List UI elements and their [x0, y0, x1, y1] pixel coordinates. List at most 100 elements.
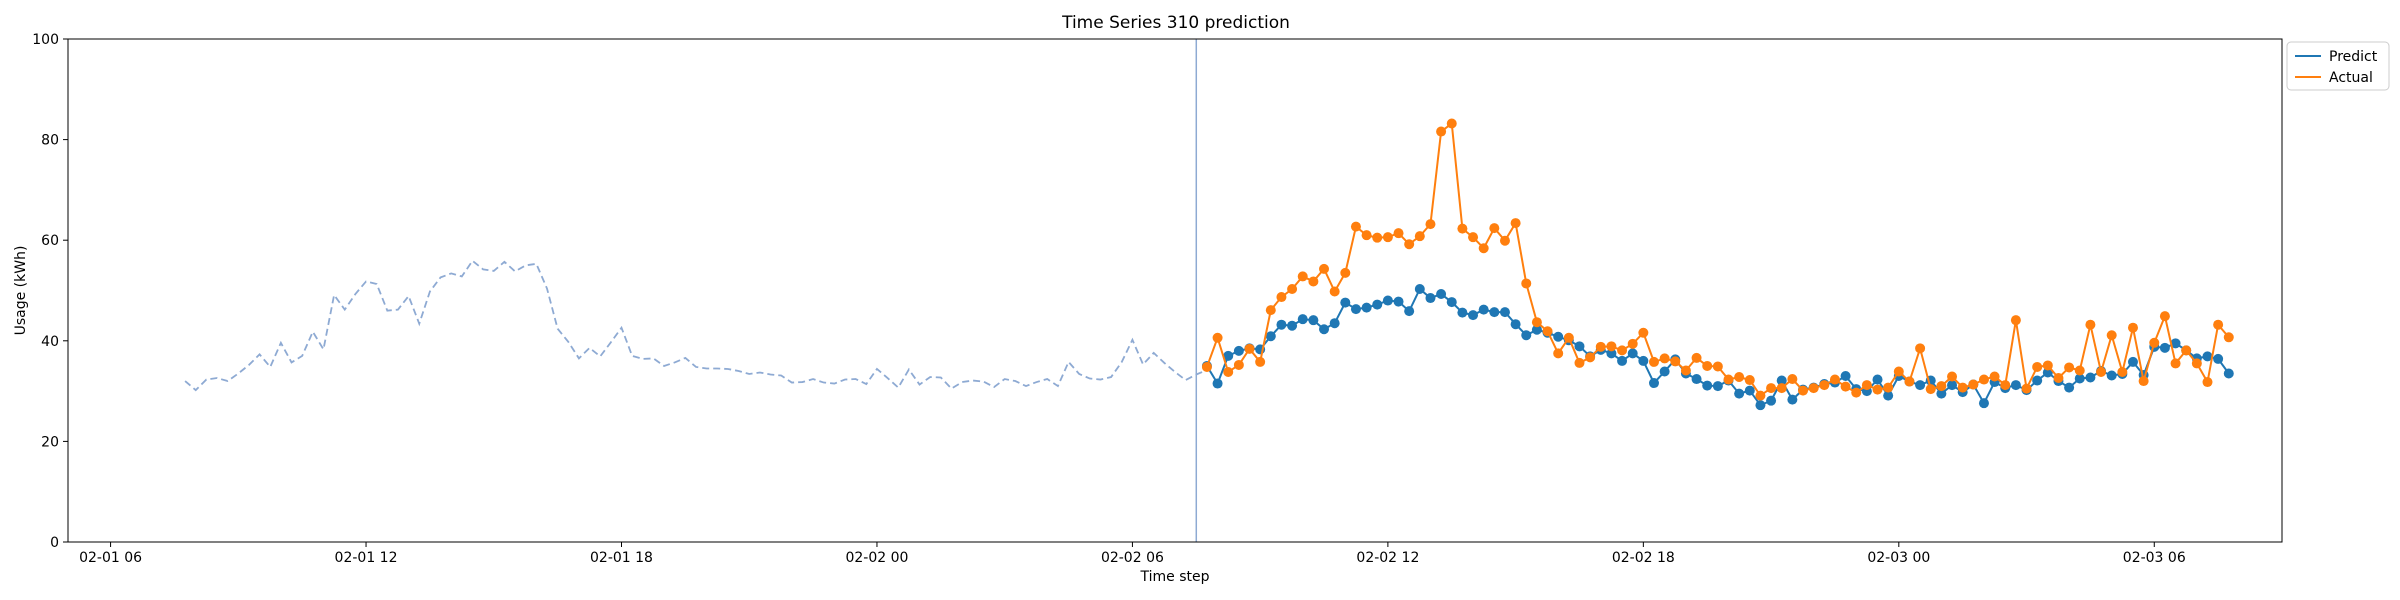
actual-point: [2213, 319, 2224, 330]
actual-point: [1468, 232, 1479, 243]
actual-point: [1648, 356, 1659, 367]
actual-point: [1542, 326, 1553, 337]
predict-point: [2170, 338, 2181, 349]
actual-point: [2127, 322, 2138, 333]
predict-point: [1287, 320, 1298, 331]
predict-point: [1787, 394, 1798, 405]
x-tick-label: 02-03 00: [1867, 550, 1930, 566]
predict-point: [1372, 299, 1383, 310]
predict-point: [1446, 297, 1457, 308]
predict-point: [2010, 380, 2021, 391]
predict-point: [1510, 319, 1521, 330]
actual-point: [1957, 382, 1968, 393]
predict-point: [1915, 380, 1926, 391]
predict-point: [1319, 324, 1330, 335]
predict-point: [1574, 341, 1585, 352]
actual-point: [2170, 358, 2181, 369]
actual-point: [1255, 356, 1266, 367]
x-tick-label: 02-02 18: [1612, 550, 1675, 566]
predict-point: [1414, 283, 1425, 294]
actual-point: [1425, 219, 1436, 230]
y-tick-label: 0: [50, 535, 59, 551]
actual-point: [1968, 379, 1979, 390]
x-tick-label: 02-01 18: [590, 550, 653, 566]
predict-point: [1276, 319, 1287, 330]
actual-point: [1265, 305, 1276, 316]
predict-point: [1734, 388, 1745, 399]
actual-point: [1478, 243, 1489, 254]
actual-point: [2053, 373, 2064, 384]
actual-point: [1893, 366, 1904, 377]
x-tick-label: 02-03 06: [2123, 550, 2186, 566]
actual-point: [2117, 366, 2128, 377]
predict-point: [2223, 368, 2234, 379]
predict-point: [1468, 310, 1479, 321]
actual-point: [1925, 384, 1936, 395]
actual-point: [2085, 319, 2096, 330]
actual-point: [1978, 374, 1989, 385]
actual-point: [1212, 332, 1223, 343]
actual-point: [1489, 223, 1500, 234]
predict-point: [2085, 372, 2096, 383]
actual-point: [1627, 338, 1638, 349]
actual-point: [2159, 311, 2170, 322]
predict-point: [1425, 293, 1436, 304]
actual-point: [2096, 366, 2107, 377]
predict-point: [1617, 355, 1628, 366]
predict-point: [1744, 385, 1755, 396]
predict-point: [2127, 356, 2138, 367]
predict-point: [1361, 302, 1372, 313]
actual-point: [1531, 317, 1542, 328]
actual-point: [1329, 286, 1340, 297]
predict-point: [1947, 380, 1958, 391]
actual-point: [1851, 387, 1862, 398]
actual-point: [2010, 315, 2021, 326]
actual-point: [1829, 374, 1840, 385]
actual-point: [1702, 360, 1713, 371]
plot-frame: [67, 38, 2283, 543]
x-tick-label: 02-02 12: [1356, 550, 1419, 566]
y-tick-label: 40: [41, 334, 59, 350]
x-tick-label: 02-01 12: [335, 550, 398, 566]
actual-point: [1585, 352, 1596, 363]
predict-point: [1308, 315, 1319, 326]
x-tick-label: 02-01 06: [79, 550, 142, 566]
y-tick-label: 60: [41, 233, 59, 249]
predict-point: [1457, 307, 1468, 318]
actual-line: [1205, 121, 2230, 398]
actual-point: [1723, 374, 1734, 385]
actual-point: [1840, 381, 1851, 392]
actual-point: [1350, 221, 1361, 232]
actual-point: [2138, 376, 2149, 387]
predict-point: [1233, 345, 1244, 356]
actual-point: [1787, 374, 1798, 385]
predict-point: [1659, 366, 1670, 377]
predict-point: [1404, 306, 1415, 317]
predict-point: [1638, 355, 1649, 366]
actual-point: [1638, 327, 1649, 338]
actual-point: [1446, 118, 1457, 129]
actual-point: [1553, 348, 1564, 359]
actual-point: [1808, 383, 1819, 394]
actual-point: [1989, 371, 2000, 382]
actual-point: [1712, 361, 1723, 372]
actual-point: [2064, 362, 2075, 373]
actual-point: [2106, 330, 2117, 341]
actual-point: [1936, 381, 1947, 392]
actual-point: [2149, 337, 2160, 348]
predict-point: [1531, 324, 1542, 335]
predict-point: [1840, 371, 1851, 382]
predict-point: [1553, 331, 1564, 342]
actual-point: [1393, 228, 1404, 239]
predict-point: [1499, 307, 1510, 318]
predict-point: [2064, 382, 2075, 393]
actual-point: [1276, 292, 1287, 303]
actual-point: [1883, 382, 1894, 393]
legend-label-actual: Actual: [2329, 70, 2373, 86]
predict-point: [1766, 395, 1777, 406]
predict-point: [1382, 295, 1393, 306]
actual-point: [1659, 353, 1670, 364]
predict-point: [1212, 378, 1223, 389]
actual-point: [1201, 361, 1212, 372]
